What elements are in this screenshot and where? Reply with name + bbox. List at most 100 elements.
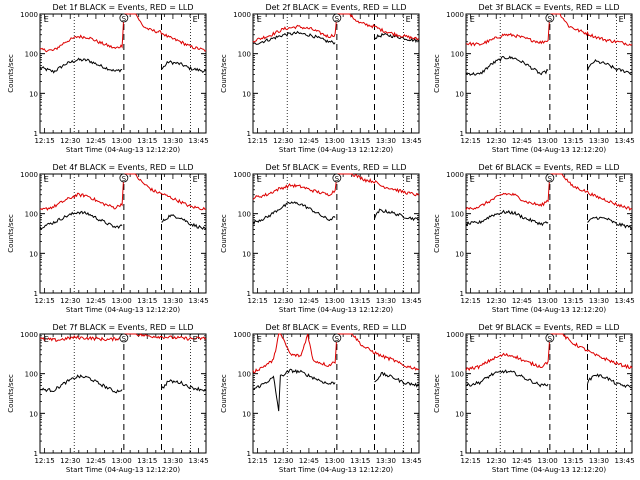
chart-panel-7: Det 7f BLACK = Events, RED = LLD 1 10 100 10… <box>7 323 209 474</box>
chart-title: Det 2f BLACK = Events, RED = LLD <box>265 3 406 12</box>
y-tick-label: 10 <box>242 410 251 418</box>
x-tick-label: 13:45 <box>188 137 208 145</box>
x-axis-label: Start Time (04-Aug-13 12:12:20) <box>279 466 393 474</box>
y-tick-label: 1000 <box>446 11 464 19</box>
chart-panel-4: Det 4f BLACK = Events, RED = LLD 1 10 100 10… <box>7 163 209 314</box>
chart-panel-1: Det 1f BLACK = Events, RED = LLD 1 10 100 10… <box>7 3 209 154</box>
x-tick-label: 13:30 <box>376 137 396 145</box>
y-axis-label: Counts/sec <box>433 54 441 93</box>
end-marker-label: E <box>470 175 475 184</box>
x-tick-label: 12:45 <box>512 457 532 465</box>
y-tick-label: 1000 <box>233 11 251 19</box>
y-tick-label: 10 <box>455 90 464 98</box>
chart-title: Det 4f BLACK = Events, RED = LLD <box>52 163 193 172</box>
y-tick-label: 1 <box>247 130 251 138</box>
chart-panel-2: Det 2f BLACK = Events, RED = LLD 1 10 100 10… <box>220 3 422 154</box>
x-tick-label: 12:30 <box>60 137 80 145</box>
start-marker-label: S <box>548 15 553 23</box>
x-tick-label: 12:30 <box>60 457 80 465</box>
start-marker-label: S <box>122 15 127 23</box>
lld-series-line <box>336 333 420 371</box>
x-tick-label: 12:30 <box>273 457 293 465</box>
events-series-line <box>374 208 420 222</box>
events-series-line <box>252 368 336 412</box>
y-tick-label: 10 <box>29 410 38 418</box>
lld-series-line <box>549 13 633 46</box>
x-tick-label: 13:15 <box>563 297 583 305</box>
x-tick-label: 13:45 <box>614 297 634 305</box>
y-tick-label: 100 <box>451 51 464 59</box>
events-series-line <box>39 210 123 230</box>
x-tick-label: 13:45 <box>401 297 421 305</box>
lld-series-line <box>123 173 207 211</box>
events-series-line <box>587 216 633 230</box>
y-axis-label: Counts/sec <box>7 54 15 93</box>
x-tick-label: 13:15 <box>350 137 370 145</box>
y-axis-label: Counts/sec <box>7 214 15 253</box>
x-tick-label: 12:15 <box>247 137 267 145</box>
x-tick-label: 13:15 <box>137 137 157 145</box>
lld-series-line <box>465 333 551 372</box>
x-tick-label: 12:30 <box>486 457 506 465</box>
x-tick-label: 12:30 <box>486 137 506 145</box>
x-tick-label: 13:00 <box>111 297 131 305</box>
chart-panel-9: Det 9f BLACK = Events, RED = LLD 1 10 100 10… <box>433 323 635 474</box>
x-tick-label: 13:45 <box>188 297 208 305</box>
y-tick-label: 10 <box>455 410 464 418</box>
start-marker-label: S <box>122 335 127 343</box>
x-axis-label: Start Time (04-Aug-13 12:12:20) <box>66 146 180 154</box>
end-marker-label: E <box>406 335 411 344</box>
chart-panel-8: Det 8f BLACK = Events, RED = LLD 1 10 100 10… <box>220 323 422 474</box>
start-marker-circle <box>545 333 555 343</box>
x-axis-label: Start Time (04-Aug-13 12:12:20) <box>279 306 393 314</box>
x-tick-label: 13:00 <box>324 457 344 465</box>
x-axis-label: Start Time (04-Aug-13 12:12:20) <box>66 306 180 314</box>
start-marker-label: S <box>335 335 340 343</box>
y-tick-label: 10 <box>242 250 251 258</box>
end-marker-label: E <box>193 335 198 344</box>
events-series-line <box>161 379 207 392</box>
y-axis-label: Counts/sec <box>433 374 441 413</box>
y-axis-label: Counts/sec <box>220 54 228 93</box>
y-tick-label: 1000 <box>446 331 464 339</box>
events-series-line <box>39 374 123 394</box>
x-tick-label: 12:30 <box>60 297 80 305</box>
events-series-line <box>465 55 549 76</box>
y-tick-label: 1 <box>34 450 38 458</box>
x-axis-label: Start Time (04-Aug-13 12:12:20) <box>492 146 606 154</box>
x-tick-label: 13:30 <box>589 297 609 305</box>
y-tick-label: 1 <box>247 450 251 458</box>
x-tick-label: 12:45 <box>86 297 106 305</box>
x-tick-label: 13:30 <box>589 137 609 145</box>
x-tick-label: 12:45 <box>86 457 106 465</box>
y-tick-label: 100 <box>238 211 251 219</box>
x-tick-label: 12:30 <box>273 297 293 305</box>
lld-series-line <box>465 173 551 211</box>
lld-series-line <box>252 13 338 43</box>
y-tick-label: 1 <box>460 290 464 298</box>
chart-title: Det 1f BLACK = Events, RED = LLD <box>52 3 193 12</box>
y-axis-label: Counts/sec <box>433 214 441 253</box>
x-tick-label: 13:00 <box>111 137 131 145</box>
end-marker-label: E <box>257 15 262 24</box>
x-tick-label: 13:00 <box>324 297 344 305</box>
events-series-line <box>374 371 420 388</box>
start-marker-label: S <box>548 335 553 343</box>
lld-series-line <box>252 333 338 374</box>
x-tick-label: 13:30 <box>376 297 396 305</box>
chart-title: Det 9f BLACK = Events, RED = LLD <box>478 323 619 332</box>
x-tick-label: 12:45 <box>512 297 532 305</box>
x-tick-label: 13:30 <box>589 457 609 465</box>
end-marker-label: E <box>406 15 411 24</box>
start-marker-circle <box>119 13 129 23</box>
y-axis-label: Counts/sec <box>7 374 15 413</box>
y-tick-label: 100 <box>451 211 464 219</box>
x-tick-label: 12:15 <box>247 297 267 305</box>
y-tick-label: 1 <box>34 290 38 298</box>
end-marker-label: E <box>257 335 262 344</box>
x-tick-label: 12:15 <box>460 137 480 145</box>
y-axis-label: Counts/sec <box>220 374 228 413</box>
chart-title: Det 3f BLACK = Events, RED = LLD <box>478 3 619 12</box>
end-marker-label: E <box>257 175 262 184</box>
lld-series-line <box>39 173 125 211</box>
